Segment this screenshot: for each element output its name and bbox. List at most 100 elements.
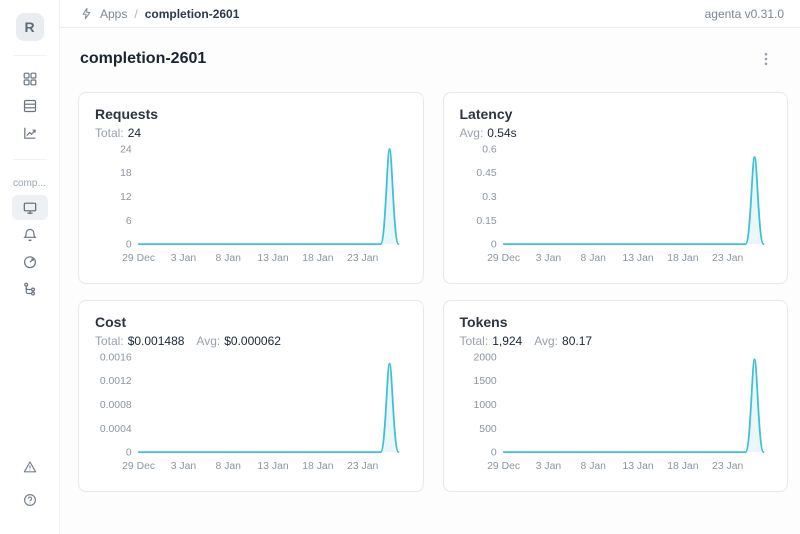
svg-text:0.0016: 0.0016 (100, 352, 132, 363)
svg-text:18 Jan: 18 Jan (302, 461, 333, 472)
card-stats: Total: 1,924 Avg: 80.17 (460, 334, 772, 349)
card-title: Requests (95, 106, 159, 122)
help-circle-icon (22, 492, 38, 508)
stat: Total: 24 (95, 126, 142, 140)
svg-text:29 Dec: 29 Dec (122, 253, 155, 264)
sidebar: R (0, 0, 60, 534)
stat: Avg: $0.000062 (196, 334, 281, 348)
card-title: Tokens (459, 314, 508, 330)
metrics-grid: Requests Total: 24 0 6 12 18 24 29 Dec 3 Jan 8 J… (60, 70, 800, 492)
card-title: Latency (459, 106, 513, 122)
sidebar-bottom (0, 454, 60, 512)
sidebar-item-notifications[interactable] (12, 222, 48, 247)
svg-text:0.3: 0.3 (482, 192, 497, 203)
svg-text:0: 0 (126, 240, 132, 251)
svg-text:18 Jan: 18 Jan (302, 253, 333, 264)
svg-text:13 Jan: 13 Jan (257, 253, 288, 264)
grid-icon (22, 71, 38, 87)
svg-text:8 Jan: 8 Jan (216, 253, 242, 264)
svg-text:3 Jan: 3 Jan (171, 461, 197, 472)
svg-text:13 Jan: 13 Jan (622, 461, 653, 472)
svg-text:0.0004: 0.0004 (100, 424, 132, 435)
svg-text:13 Jan: 13 Jan (622, 253, 653, 264)
svg-text:29 Dec: 29 Dec (487, 253, 520, 264)
svg-text:0: 0 (490, 240, 496, 251)
workspace-avatar[interactable]: R (15, 13, 44, 41)
svg-text:0.15: 0.15 (476, 216, 496, 227)
cost-card: Cost Total: $0.001488 Avg: $0.000062 0 0.000… (78, 300, 424, 492)
svg-text:0.0008: 0.0008 (100, 400, 132, 411)
stat: Total: $0.001488 (95, 334, 185, 348)
svg-text:0.45: 0.45 (476, 168, 496, 179)
main-content: completion-2601 Requests Total: 24 0 6 12 18… (60, 28, 800, 534)
svg-text:24: 24 (120, 144, 132, 155)
svg-text:8 Jan: 8 Jan (580, 253, 606, 264)
sidebar-divider (12, 55, 47, 56)
svg-text:1000: 1000 (473, 400, 496, 411)
sidebar-item-apps[interactable] (12, 66, 48, 91)
bell-icon (22, 227, 38, 243)
svg-text:13 Jan: 13 Jan (257, 461, 288, 472)
cost-chart: 0 0.0004 0.0008 0.0012 0.0016 29 Dec 3 Jan 8 Ja… (95, 349, 407, 481)
svg-text:29 Dec: 29 Dec (487, 461, 520, 472)
card-title: Cost (95, 314, 127, 330)
svg-text:23 Jan: 23 Jan (347, 461, 378, 472)
stat: Avg: 0.54s (459, 126, 517, 140)
top-header: Apps / completion-2601 agenta v0.31.0 (60, 0, 800, 28)
svg-text:12: 12 (120, 192, 132, 203)
card-stats: Avg: 0.54s (460, 126, 772, 141)
breadcrumb-apps-link[interactable]: Apps (100, 6, 128, 21)
svg-text:0.0012: 0.0012 (100, 376, 132, 387)
svg-text:18: 18 (120, 168, 132, 179)
breadcrumb-separator: / (134, 6, 138, 21)
monitor-icon (22, 200, 38, 216)
svg-text:3 Jan: 3 Jan (535, 461, 561, 472)
requests-card: Requests Total: 24 0 6 12 18 24 29 Dec 3 Jan 8 J… (78, 92, 424, 284)
page-title: completion-2601 (80, 50, 207, 67)
requests-chart: 0 6 12 18 24 29 Dec 3 Jan 8 Jan 13 Jan 18 Jan 23 J… (95, 141, 407, 273)
sidebar-item-alerts[interactable] (12, 454, 48, 479)
svg-text:18 Jan: 18 Jan (667, 253, 698, 264)
sidebar-item-analytics[interactable] (12, 120, 48, 145)
svg-text:500: 500 (479, 424, 497, 435)
sidebar-item-evaluations[interactable] (12, 249, 48, 274)
sidebar-item-playground[interactable] (11, 195, 48, 220)
card-stats: Total: $0.001488 Avg: $0.000062 (95, 334, 407, 349)
tokens-chart: 0 500 1000 1500 2000 29 Dec 3 Jan 8 Jan 13 Jan 18… (460, 349, 772, 481)
svg-text:8 Jan: 8 Jan (216, 461, 242, 472)
svg-text:3 Jan: 3 Jan (171, 253, 197, 264)
latency-chart: 0 0.15 0.3 0.45 0.6 29 Dec 3 Jan 8 Jan 13 Jan 18 … (460, 141, 772, 273)
sidebar-item-testsets[interactable] (12, 93, 48, 118)
gauge-icon (22, 254, 38, 270)
breadcrumb-current-app: completion-2601 (144, 6, 240, 21)
alert-triangle-icon (22, 459, 38, 475)
card-stats: Total: 24 (95, 126, 407, 141)
latency-card: Latency Avg: 0.54s 0 0.15 0.3 0.45 0.6 29 Dec 3… (442, 92, 788, 284)
table-rows-icon (22, 98, 38, 114)
line-chart-icon (22, 125, 38, 141)
svg-text:0: 0 (490, 448, 496, 459)
svg-text:6: 6 (126, 216, 132, 227)
lightning-bolt-icon (80, 7, 93, 20)
tokens-card: Tokens Total: 1,924 Avg: 80.17 0 500 1000 1500… (442, 300, 788, 492)
stat: Total: 1,924 (459, 334, 523, 348)
svg-text:23 Jan: 23 Jan (712, 253, 743, 264)
svg-text:23 Jan: 23 Jan (347, 253, 378, 264)
trace-tree-icon (22, 281, 38, 297)
svg-text:0.6: 0.6 (482, 144, 497, 155)
svg-text:18 Jan: 18 Jan (667, 461, 698, 472)
breadcrumb: Apps / completion-2601 (80, 7, 239, 21)
svg-text:3 Jan: 3 Jan (535, 253, 561, 264)
svg-text:23 Jan: 23 Jan (712, 461, 743, 472)
stat: Avg: 80.17 (534, 334, 593, 348)
svg-text:2000: 2000 (473, 352, 496, 363)
app-version-label: agenta v0.31.0 (704, 6, 784, 21)
sidebar-item-help[interactable] (12, 487, 48, 512)
more-options-button[interactable] (756, 48, 776, 70)
svg-text:29 Dec: 29 Dec (122, 461, 155, 472)
svg-text:1500: 1500 (473, 376, 496, 387)
sidebar-item-observability[interactable] (12, 276, 48, 301)
sidebar-divider (12, 159, 47, 160)
svg-text:8 Jan: 8 Jan (580, 461, 606, 472)
